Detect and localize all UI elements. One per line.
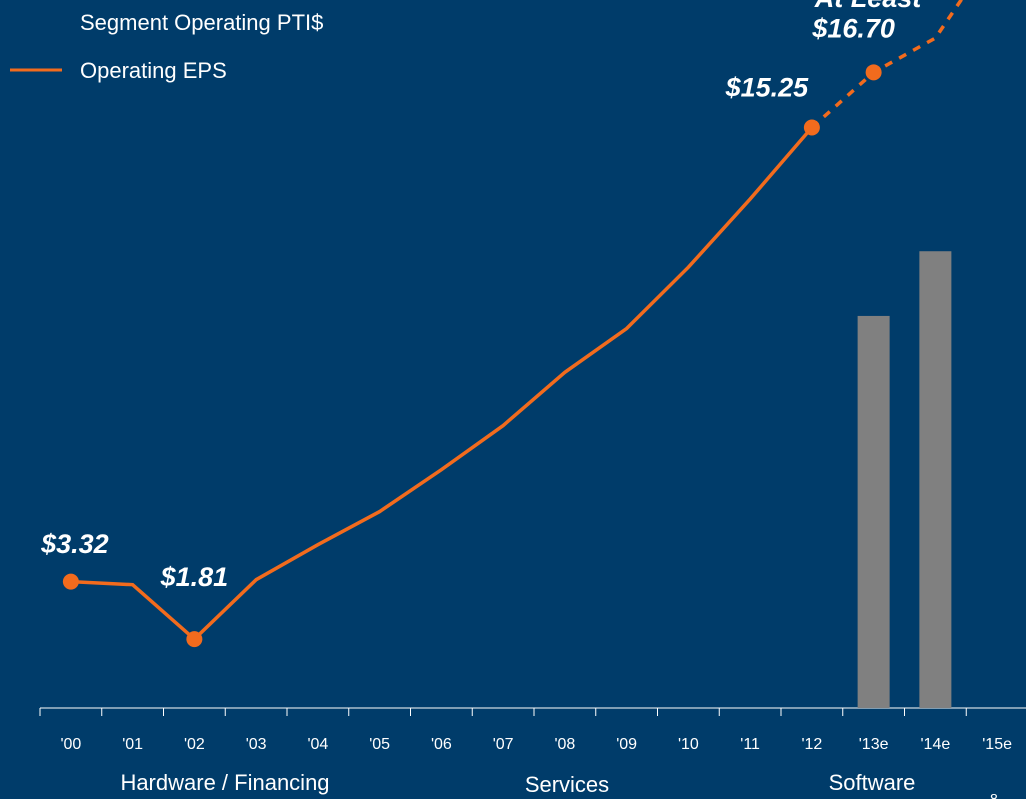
x-tick-label: '10 [678, 736, 699, 753]
data-label: $15.25 [725, 73, 810, 103]
annotation: At Least [814, 0, 923, 13]
x-tick-label: '15e [982, 736, 1012, 753]
x-tick-label: '00 [60, 736, 81, 753]
x-tick-label: '01 [122, 736, 143, 753]
x-tick-label: '08 [554, 736, 575, 753]
point [865, 64, 882, 81]
x-tick-label: '04 [307, 736, 328, 753]
group-label: Hardware / Financing [120, 770, 329, 795]
line-estimate [810, 0, 964, 129]
group-label: Services [525, 772, 609, 797]
group-label: Software [829, 770, 916, 795]
point [186, 631, 203, 648]
bar [919, 251, 952, 708]
x-tick-label: '06 [431, 736, 452, 753]
legend-label: Operating EPS [80, 58, 227, 83]
x-tick-label: '09 [616, 736, 637, 753]
data-label: $1.81 [160, 562, 229, 592]
x-tick-label: '14e [921, 736, 951, 753]
x-tick-label: '05 [369, 736, 390, 753]
x-tick-label: '12 [801, 736, 822, 753]
data-label: $16.70 [811, 13, 895, 43]
x-tick-label: '03 [246, 736, 267, 753]
page-number: 8 [990, 791, 998, 799]
bar [857, 315, 890, 708]
legend-label: Segment Operating PTI$ [80, 10, 323, 35]
plot [62, 0, 964, 708]
data-label: $3.32 [40, 529, 109, 559]
x-tick-label: '13e [859, 736, 889, 753]
x-tick-label: '07 [493, 736, 514, 753]
x-tick-label: '02 [184, 736, 205, 753]
x-tick-label: '11 [740, 736, 760, 753]
point [62, 573, 79, 590]
point [803, 119, 820, 136]
